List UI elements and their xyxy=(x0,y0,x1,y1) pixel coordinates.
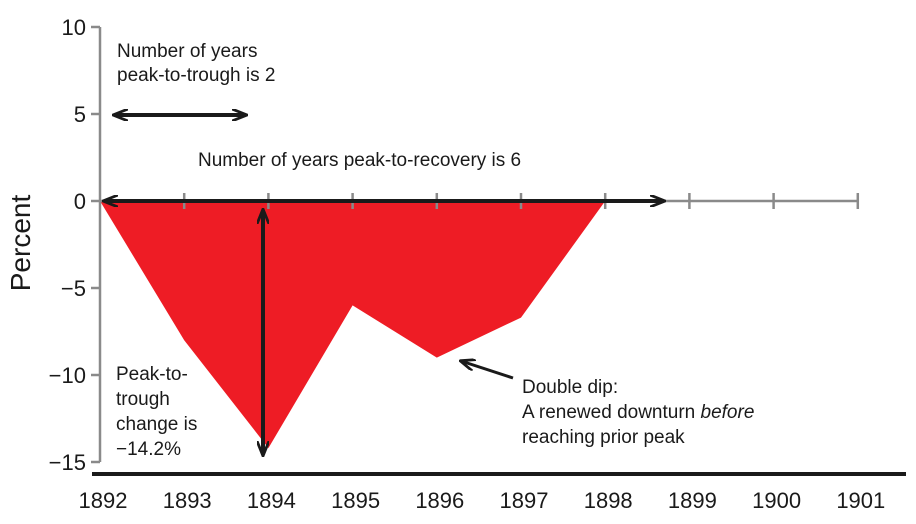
double-dip-title: Double dip: xyxy=(522,377,618,398)
y-tick-label: 5 xyxy=(74,102,86,127)
peak-to-trough-change-line2: trough xyxy=(116,389,170,410)
x-tick-label: 1896 xyxy=(415,488,464,513)
x-tick-label: 1901 xyxy=(836,488,885,513)
double-dip-line2: A renewed downturn before xyxy=(522,402,754,423)
peak-to-trough-years-label-line1: Number of years xyxy=(117,41,257,62)
x-tick-label: 1899 xyxy=(668,488,717,513)
x-tick-label: 1895 xyxy=(331,488,380,513)
x-tick-label: 1897 xyxy=(500,488,549,513)
peak-to-trough-change-line1: Peak-to- xyxy=(116,364,188,385)
x-tick-label: 1894 xyxy=(247,488,296,513)
y-tick-label: 0 xyxy=(74,189,86,214)
y-tick-label: 10 xyxy=(62,15,86,40)
y-ticks: 10 5 0 −5 −10 −15 xyxy=(49,15,100,475)
double-dip-line2-emphasis: before xyxy=(701,402,755,423)
area-series-0 xyxy=(100,201,606,449)
double-dip-line2-text: A renewed downturn xyxy=(522,402,701,423)
x-tick-label: 1893 xyxy=(163,488,212,513)
x-ticks: 1892 1893 1894 1895 1896 1897 1898 1899 1900 1901 xyxy=(79,193,885,513)
y-tick-label: −10 xyxy=(49,363,86,388)
area-series-layer xyxy=(100,201,606,449)
double-dip-arrow xyxy=(461,361,514,380)
x-tick-label: 1900 xyxy=(752,488,801,513)
y-tick-label: −15 xyxy=(49,450,86,475)
x-tick-label: 1898 xyxy=(584,488,633,513)
peak-to-trough-change-line3: change is xyxy=(116,414,197,435)
peak-to-trough-years-label-line2: peak-to-trough is 2 xyxy=(117,65,275,86)
x-tick-label: 1892 xyxy=(79,488,128,513)
peak-to-recovery-label: Number of years peak-to-recovery is 6 xyxy=(198,150,521,171)
peak-to-trough-change-line4: −14.2% xyxy=(116,439,181,460)
double-dip-line3: reaching prior peak xyxy=(522,427,685,448)
y-tick-label: −5 xyxy=(61,276,86,301)
y-axis-label: Percent xyxy=(5,195,36,292)
